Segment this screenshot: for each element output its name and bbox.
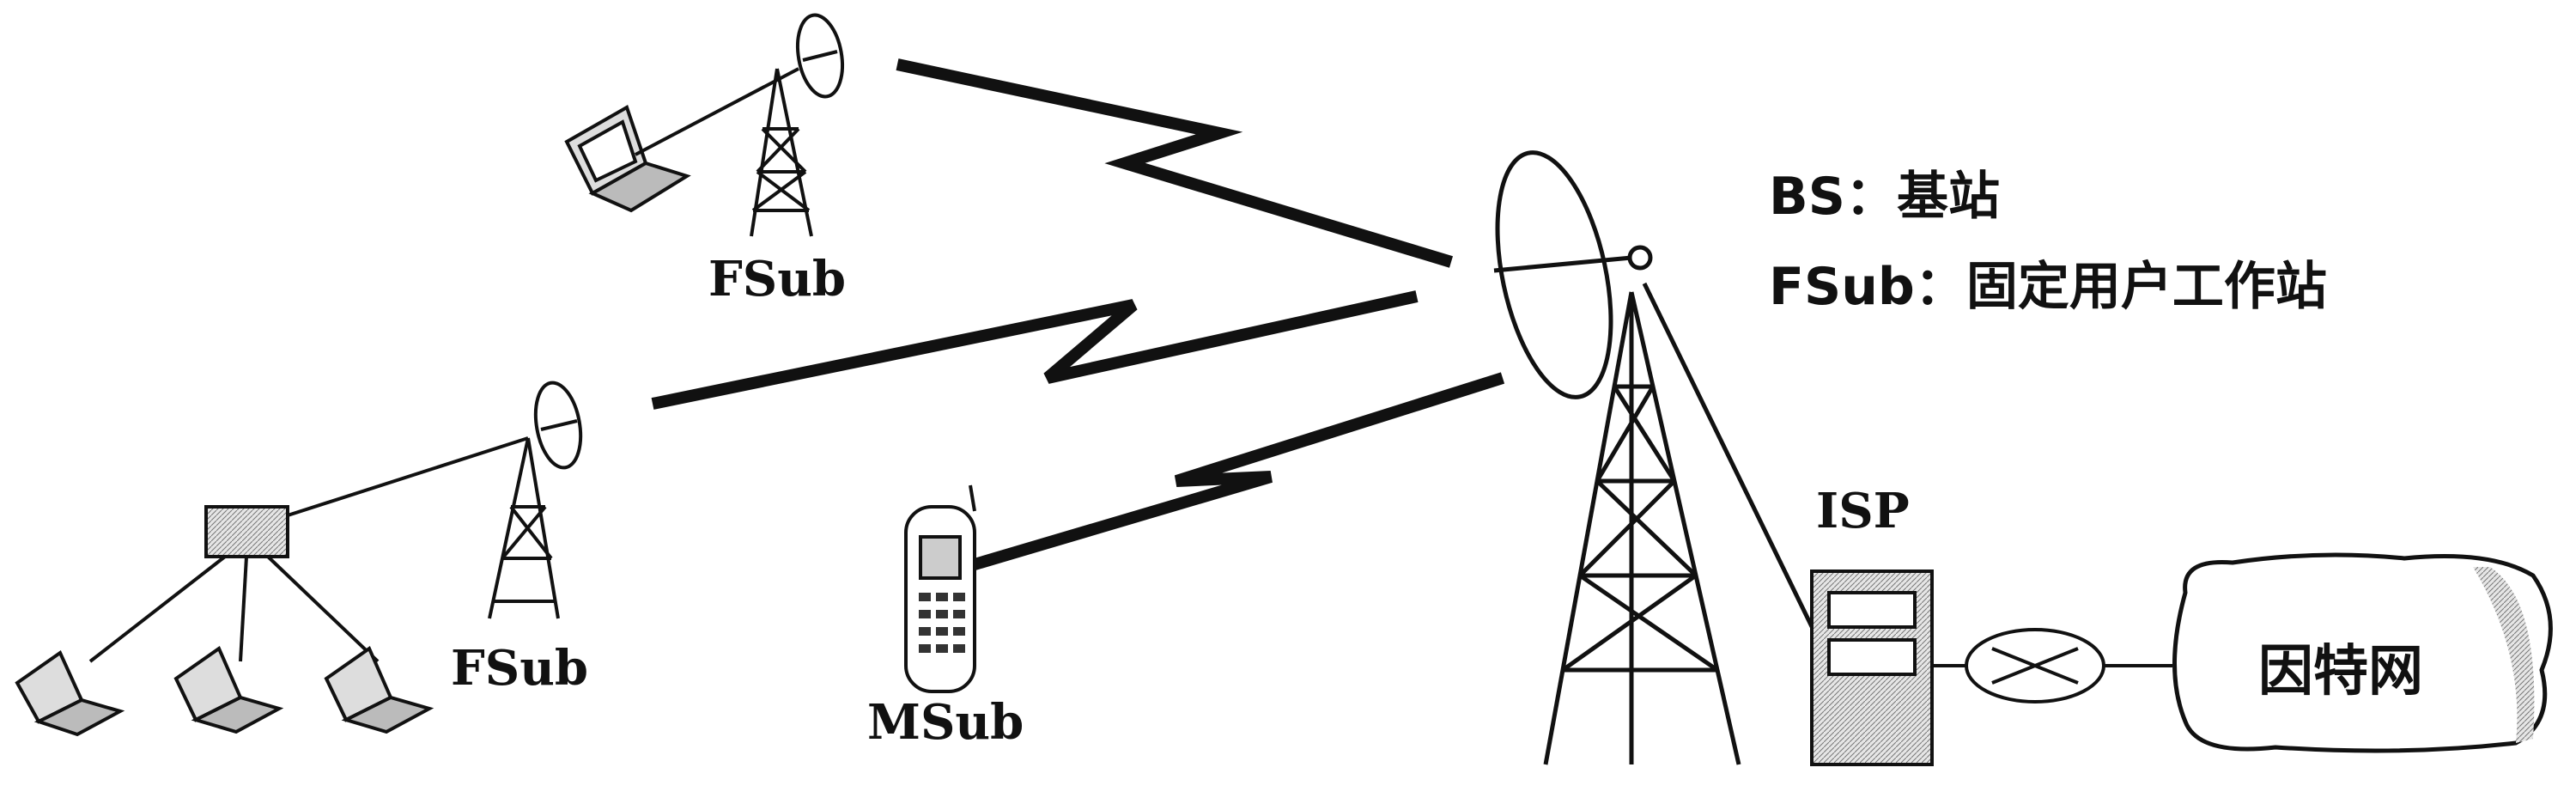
label-fsub-left: FSub xyxy=(451,640,589,697)
laptop-icon xyxy=(173,645,284,734)
laptop-icon xyxy=(564,105,691,213)
legend-fsub: FSub：固定用户工作站 xyxy=(1769,257,2327,317)
wireless-links xyxy=(651,58,1505,573)
link-top-fsub-to-bs xyxy=(896,58,1454,268)
laptop-icon xyxy=(15,649,125,737)
dish-antenna-icon xyxy=(1493,150,1653,399)
top-fsub-station xyxy=(564,13,844,237)
tower-icon xyxy=(750,68,813,237)
link-left-fsub-to-bs xyxy=(651,290,1419,410)
label-internet: 因特网 xyxy=(2258,640,2423,704)
laptop-icon xyxy=(324,645,434,734)
isp-server-icon xyxy=(1810,570,1934,766)
left-fsub-station xyxy=(15,381,583,737)
legend-bs: BS：基站 xyxy=(1769,167,2000,227)
mobile-phone-icon xyxy=(904,484,976,693)
label-fsub-top: FSub xyxy=(708,251,847,308)
label-msub: MSub xyxy=(867,694,1024,751)
dish-antenna-icon xyxy=(533,381,583,470)
label-isp: ISP xyxy=(1816,483,1910,539)
dish-antenna-icon xyxy=(796,13,844,99)
link-msub-to-bs xyxy=(964,372,1505,573)
base-station-tower-icon xyxy=(1543,282,1823,765)
tower-icon xyxy=(488,437,560,619)
internet-cloud-icon xyxy=(2172,552,2553,753)
router-icon xyxy=(1965,628,2105,704)
hub-icon xyxy=(204,505,289,558)
